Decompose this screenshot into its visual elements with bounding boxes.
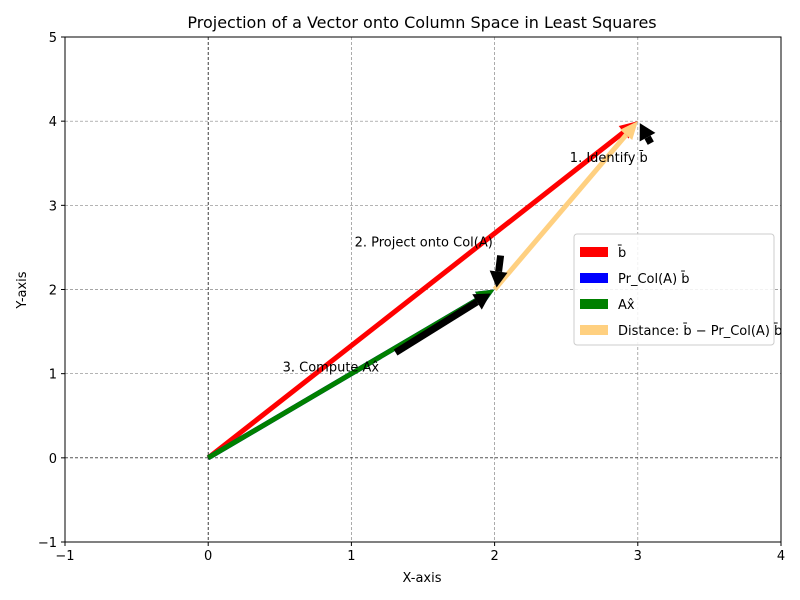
legend-swatch — [580, 247, 608, 257]
y-tick-label: 5 — [49, 31, 57, 46]
annotation-layer: 1. Identify b̄ 2. Project onto Col(A) 3. C… — [283, 123, 656, 376]
y-tick-label: 2 — [49, 284, 57, 299]
annotation-arrow-2-shaft — [495, 255, 505, 273]
annotation-arrow-1 — [639, 123, 656, 145]
annotation-label-3: 3. Compute Ax̂ — [283, 361, 380, 376]
legend-entry-label: b̄ — [617, 246, 626, 261]
x-tick-label: 1 — [347, 549, 355, 564]
annotation-arrow-3 — [393, 293, 491, 356]
legend: b̄ Pr_Col(A) b̄ Ax̂ Distance: b̄ − Pr_Col(A… — [573, 233, 782, 346]
annotation-arrow-2 — [489, 255, 508, 288]
legend-entry-label: Distance: b̄ − Pr_Col(A) b̄ — [618, 324, 782, 339]
annotation-arrow-3-shaft — [393, 298, 479, 356]
legend-swatch — [580, 273, 608, 283]
annotation-label-1: 1. Identify b̄ — [570, 151, 648, 166]
annotation-arrow-1-head — [639, 123, 656, 142]
x-tick-label: 0 — [204, 549, 212, 564]
legend-swatch — [580, 325, 608, 335]
distance-vector — [492, 121, 638, 292]
distance-vector-head — [620, 121, 638, 141]
chart-title: Projection of a Vector onto Column Space… — [187, 13, 656, 32]
annotation-arrow-3-head — [472, 293, 491, 310]
y-tick-label: −1 — [38, 536, 57, 551]
y-axis-label: Y-axis — [15, 271, 30, 309]
legend-entry-label: Pr_Col(A) b̄ — [618, 272, 690, 287]
annotation-label-2: 2. Project onto Col(A) — [355, 236, 493, 251]
legend-entry-label: Ax̂ — [618, 298, 635, 313]
legend-box — [573, 233, 775, 346]
x-axis-label: X-axis — [403, 571, 442, 586]
y-tick-label: 4 — [49, 115, 57, 130]
y-tick-label: 1 — [49, 368, 57, 383]
x-tick-label: 2 — [490, 549, 498, 564]
x-tick-label: −1 — [55, 549, 74, 564]
x-tick-label: 3 — [634, 549, 642, 564]
annotation-arrow-1-shaft — [644, 135, 654, 145]
tick-layer: −1 0 1 2 3 4 −1 0 1 2 3 4 5 — [38, 31, 785, 564]
x-tick-label: 4 — [777, 549, 785, 564]
y-tick-label: 3 — [49, 199, 57, 214]
annotation-arrow-2-head — [489, 270, 508, 288]
legend-swatch — [580, 299, 608, 309]
distance-vector-shaft — [492, 133, 629, 292]
y-tick-label: 0 — [49, 452, 57, 467]
b-vector-shaft — [206, 130, 626, 460]
